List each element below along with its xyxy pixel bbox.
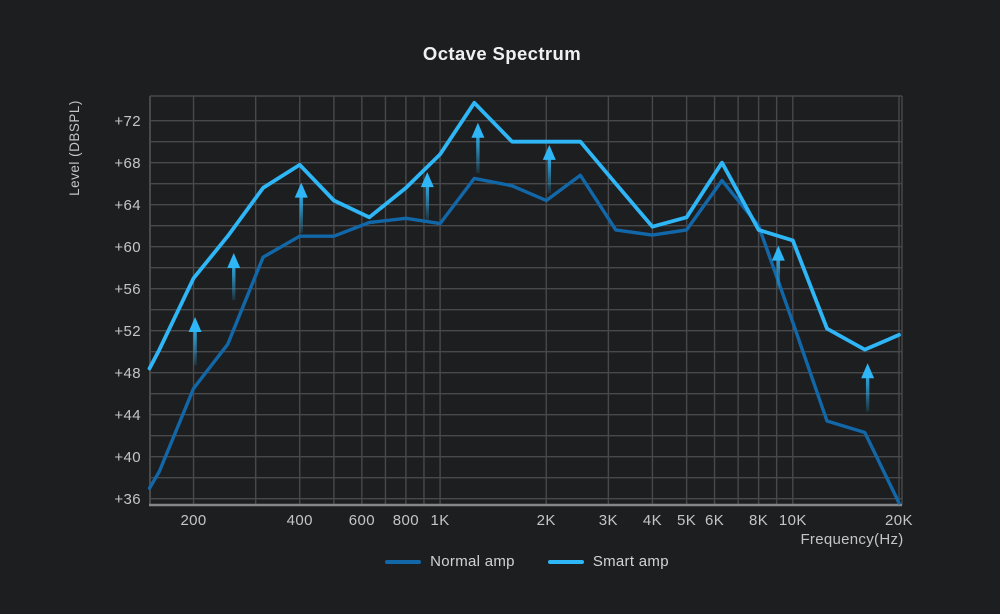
x-tick-label: 800 bbox=[393, 512, 419, 529]
y-tick-label: +36 bbox=[114, 491, 141, 508]
x-tick-label: 20K bbox=[885, 512, 913, 529]
arrow-head-icon bbox=[861, 363, 875, 379]
arrow-head-icon bbox=[227, 252, 241, 268]
improvement-arrow bbox=[542, 144, 556, 194]
legend-item-normal-amp: Normal amp bbox=[385, 553, 515, 570]
y-tick-label: +44 bbox=[114, 407, 141, 424]
series-layer bbox=[147, 100, 901, 505]
arrow-head-icon bbox=[542, 144, 556, 160]
arrow-head-icon bbox=[471, 122, 485, 138]
arrow-head-icon bbox=[188, 317, 202, 333]
y-tick-label: +64 bbox=[114, 197, 141, 214]
y-tick-label: +68 bbox=[114, 155, 141, 172]
normal-amp-swatch bbox=[385, 559, 422, 564]
arrow-head-icon bbox=[420, 172, 434, 188]
y-tick-label: +56 bbox=[114, 281, 141, 298]
smart-amp-line bbox=[147, 100, 901, 371]
x-axis-title: Frequency(Hz) bbox=[800, 531, 903, 548]
legend: Normal amp Smart amp bbox=[0, 553, 1000, 570]
smart-amp-swatch bbox=[547, 559, 584, 564]
improvement-arrow bbox=[294, 182, 308, 234]
improvement-arrow bbox=[227, 252, 241, 301]
arrow-head-icon bbox=[771, 245, 785, 261]
tick-labels: +36 +40 +44 +48 +52 +56 +60 +64 +68 +72 200 400 600 8… bbox=[114, 113, 913, 529]
y-tick-label: +60 bbox=[114, 239, 141, 256]
improvement-arrows bbox=[188, 122, 875, 412]
improvement-arrow bbox=[420, 172, 434, 221]
grid-layer bbox=[149, 95, 903, 507]
y-tick-label: +52 bbox=[114, 323, 141, 340]
normal-amp-legend-label: Normal amp bbox=[430, 553, 515, 570]
y-axis-title: Level (DBSPL) bbox=[67, 100, 82, 196]
improvement-arrow bbox=[188, 317, 202, 366]
chart-title: Octave Spectrum bbox=[423, 43, 581, 64]
x-tick-label: 10K bbox=[779, 512, 807, 529]
y-tick-label: +48 bbox=[114, 365, 141, 382]
normal-amp-line bbox=[147, 173, 901, 505]
legend-item-smart-amp: Smart amp bbox=[547, 553, 669, 570]
x-tick-label: 600 bbox=[349, 512, 375, 529]
x-tick-label: 200 bbox=[180, 512, 206, 529]
x-tick-label: 8K bbox=[749, 512, 768, 529]
smart-amp-legend-label: Smart amp bbox=[592, 553, 669, 570]
arrow-head-icon bbox=[294, 182, 308, 198]
x-tick-label: 6K bbox=[705, 512, 724, 529]
y-tick-label: +72 bbox=[114, 113, 141, 130]
x-tick-label: 2K bbox=[537, 512, 556, 529]
improvement-arrow bbox=[771, 245, 785, 289]
improvement-arrow bbox=[861, 363, 875, 412]
x-tick-label: 4K bbox=[643, 512, 662, 529]
x-tick-label: 3K bbox=[599, 512, 618, 529]
y-tick-label: +40 bbox=[114, 449, 141, 466]
improvement-arrow bbox=[471, 122, 485, 174]
x-tick-label: 5K bbox=[677, 512, 696, 529]
x-tick-label: 1K bbox=[431, 512, 450, 529]
x-tick-label: 400 bbox=[287, 512, 313, 529]
